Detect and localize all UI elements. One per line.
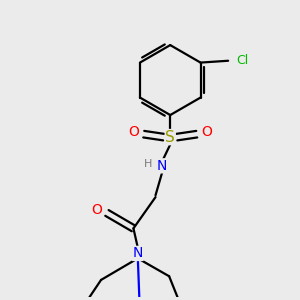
Text: O: O <box>128 125 139 139</box>
Text: S: S <box>165 130 175 145</box>
Text: O: O <box>202 125 212 139</box>
Text: Cl: Cl <box>236 54 248 67</box>
Text: O: O <box>91 203 102 217</box>
Text: N: N <box>157 159 167 173</box>
Text: H: H <box>144 159 152 170</box>
Text: N: N <box>133 246 143 260</box>
